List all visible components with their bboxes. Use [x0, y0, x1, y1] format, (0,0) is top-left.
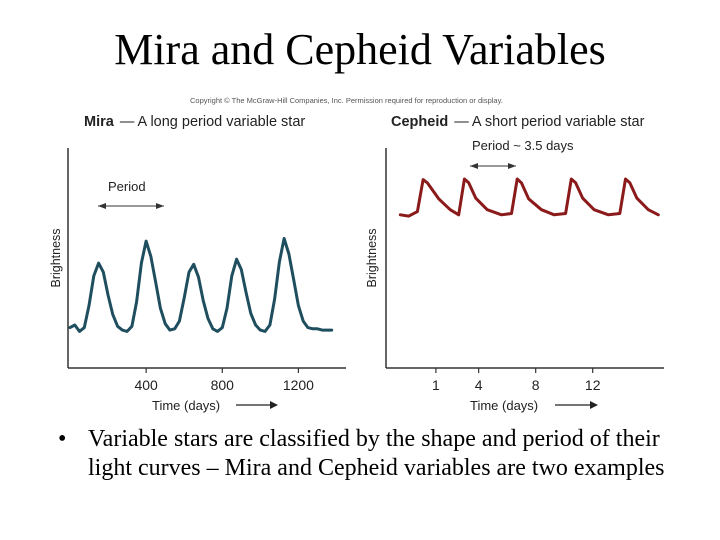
cepheid-tick-label-4: 4 — [475, 377, 483, 393]
mira-light-curve — [68, 237, 334, 333]
cepheid-title-bold: Cepheid — [391, 114, 448, 130]
bullet-marker: • — [58, 426, 67, 452]
cepheid-tick-label-1: 1 — [432, 377, 440, 393]
cepheid-x-ticks: 1 4 8 12 — [432, 368, 601, 393]
mira-y-label: Brightness — [49, 228, 63, 287]
mira-period-label: Period — [108, 179, 146, 194]
mira-title-rest: — A long period variable star — [120, 114, 306, 130]
cepheid-y-label: Brightness — [365, 228, 379, 287]
cepheid-tick-label-12: 12 — [585, 377, 601, 393]
mira-period-arrow — [98, 203, 164, 209]
mira-chart-title: Mira — A long period variable star — [84, 114, 305, 130]
cepheid-light-curve — [398, 177, 660, 218]
caption-text: Variable stars are classified by the sha… — [88, 426, 665, 481]
slide-title: Mira and Cepheid Variables — [114, 25, 606, 74]
cepheid-period-arrow — [470, 163, 516, 169]
mira-title-bold: Mira — [84, 114, 115, 130]
copyright-notice: Copyright © The McGraw-Hill Companies, I… — [190, 96, 503, 105]
cepheid-chart: Cepheid — A short period variable star 1 4… — [365, 114, 664, 413]
cepheid-x-label: Time (days) — [470, 398, 538, 413]
cepheid-x-arrow — [555, 401, 598, 409]
cepheid-period-label: Period ~ 3.5 days — [472, 138, 574, 153]
cepheid-chart-title: Cepheid — A short period variable star — [391, 114, 645, 130]
mira-x-label: Time (days) — [152, 398, 220, 413]
cepheid-title-rest: — A short period variable star — [454, 114, 644, 130]
mira-x-arrow — [236, 401, 278, 409]
mira-chart: Mira — A long period variable star 400 800… — [49, 114, 346, 413]
mira-tick-label-400: 400 — [134, 377, 158, 393]
mira-x-ticks: 400 800 1200 — [134, 368, 314, 393]
caption-bullet-item: • Variable stars are classified by the s… — [58, 425, 698, 483]
mira-tick-label-1200: 1200 — [283, 377, 314, 393]
cepheid-tick-label-8: 8 — [532, 377, 540, 393]
mira-tick-label-800: 800 — [211, 377, 235, 393]
